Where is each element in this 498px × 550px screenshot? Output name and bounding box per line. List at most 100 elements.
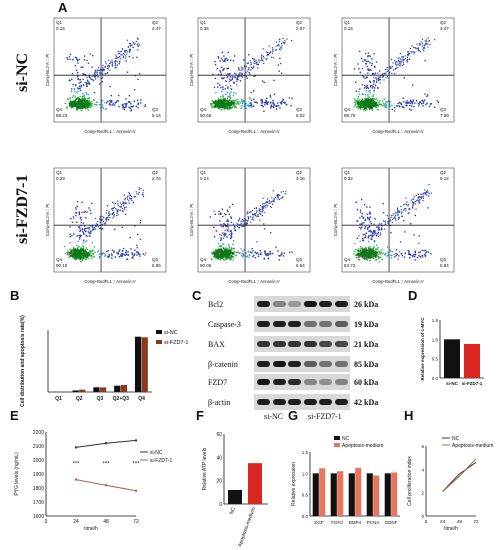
flow-event bbox=[270, 253, 272, 255]
flow-event bbox=[144, 104, 147, 106]
flow-event bbox=[371, 238, 373, 240]
flow-event bbox=[369, 103, 371, 106]
flow-event bbox=[358, 93, 361, 96]
legend-swatch bbox=[156, 340, 162, 344]
flow-event bbox=[362, 102, 364, 105]
flow-event bbox=[224, 249, 226, 251]
y-tick-label: 4 bbox=[421, 467, 424, 472]
wb-kda-label: 85 kDa bbox=[354, 360, 379, 369]
flow-event bbox=[93, 73, 96, 75]
flow-event bbox=[369, 101, 371, 103]
flow-event bbox=[125, 60, 127, 62]
flow-event bbox=[111, 257, 113, 259]
flow-event bbox=[71, 254, 73, 256]
flow-event bbox=[424, 93, 426, 95]
flow-event bbox=[371, 103, 373, 105]
flow-event bbox=[235, 103, 238, 105]
flow-event bbox=[124, 202, 126, 204]
flow-event bbox=[249, 254, 251, 257]
flow-event bbox=[405, 102, 407, 104]
flow-event bbox=[411, 105, 413, 107]
flow-event bbox=[142, 194, 144, 196]
flow-event bbox=[230, 231, 232, 233]
flow-event bbox=[422, 256, 424, 258]
data-point bbox=[134, 439, 138, 442]
flow-event bbox=[366, 102, 368, 104]
flow-event bbox=[361, 107, 364, 109]
flow-event bbox=[394, 68, 396, 70]
flow-event bbox=[390, 231, 392, 234]
flow-event bbox=[122, 202, 124, 204]
flow-event bbox=[373, 249, 375, 251]
flow-event bbox=[85, 217, 87, 219]
flow-event bbox=[88, 102, 90, 104]
flow-event bbox=[389, 67, 391, 70]
flow-event bbox=[80, 219, 82, 221]
flow-event bbox=[284, 102, 286, 104]
flow-event bbox=[366, 104, 369, 106]
flow-event bbox=[242, 100, 244, 103]
wb-band bbox=[288, 379, 301, 385]
x-tick-label: GDNF bbox=[385, 520, 398, 525]
flow-event bbox=[280, 46, 282, 48]
flow-event bbox=[359, 226, 361, 229]
flow-event bbox=[128, 95, 131, 97]
flow-event bbox=[280, 103, 283, 105]
flow-event bbox=[82, 247, 84, 249]
flow-event bbox=[361, 222, 363, 224]
flow-event bbox=[282, 196, 284, 198]
flow-event bbox=[365, 258, 367, 260]
flow-event bbox=[225, 107, 228, 109]
flow-event bbox=[281, 197, 283, 199]
flow-event bbox=[395, 254, 397, 257]
flow-event bbox=[94, 75, 97, 78]
flow-event bbox=[417, 47, 419, 49]
flow-event bbox=[80, 107, 82, 109]
flow-event bbox=[118, 256, 120, 258]
flow-event bbox=[249, 73, 251, 75]
flow-event bbox=[110, 100, 112, 103]
flow-event bbox=[130, 109, 132, 111]
flow-event bbox=[240, 66, 242, 68]
flow-event bbox=[277, 196, 279, 198]
flow-event bbox=[92, 253, 94, 255]
flow-event bbox=[77, 253, 79, 256]
flow-event bbox=[406, 56, 408, 58]
flow-event bbox=[373, 80, 375, 82]
flow-event bbox=[258, 208, 260, 210]
flow-event bbox=[113, 104, 116, 106]
flow-event bbox=[253, 65, 255, 67]
flow-event bbox=[377, 231, 379, 233]
flow-event bbox=[125, 105, 127, 107]
flow-event bbox=[407, 51, 409, 53]
flow-event bbox=[395, 252, 397, 255]
flow-event bbox=[120, 202, 122, 204]
flow-event bbox=[374, 84, 376, 86]
flow-event bbox=[226, 98, 229, 100]
flow-event bbox=[74, 253, 76, 255]
flow-event bbox=[230, 85, 232, 87]
flow-event bbox=[103, 216, 105, 218]
flow-event bbox=[219, 250, 222, 252]
flow-event bbox=[221, 250, 223, 252]
flow-event bbox=[133, 202, 135, 204]
flow-event bbox=[226, 225, 228, 227]
flow-event bbox=[90, 103, 92, 106]
flow-event bbox=[81, 201, 83, 203]
flow-event bbox=[99, 227, 101, 229]
flow-event bbox=[135, 191, 137, 193]
flow-event bbox=[230, 258, 232, 260]
flow-event bbox=[214, 257, 217, 259]
flow-event bbox=[266, 103, 269, 105]
flow-event bbox=[69, 226, 71, 228]
flow-event bbox=[240, 248, 242, 250]
flow-event bbox=[409, 104, 411, 107]
flow-event bbox=[121, 254, 123, 257]
flow-event bbox=[362, 254, 364, 256]
flow-event bbox=[278, 40, 280, 42]
flow-event bbox=[76, 244, 78, 247]
flow-event bbox=[131, 200, 133, 202]
panel-label-h: H bbox=[404, 408, 414, 423]
flow-event bbox=[89, 77, 91, 79]
flow-event bbox=[420, 101, 422, 103]
